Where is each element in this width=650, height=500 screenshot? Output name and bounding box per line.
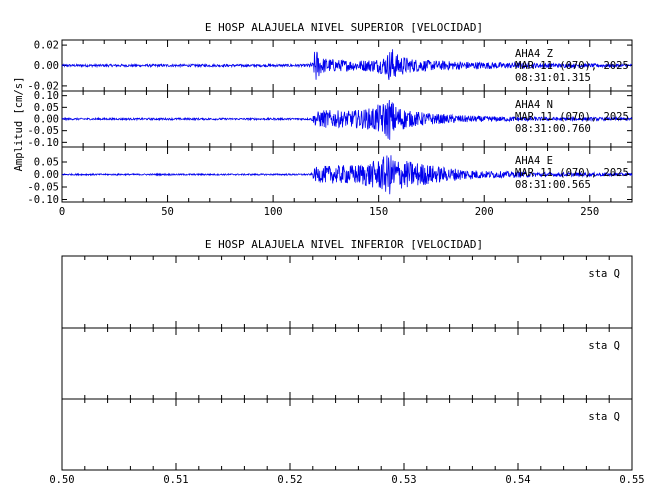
x-tick-label: 0.51 bbox=[163, 474, 188, 486]
top-chart-title: E HOSP ALAJUELA NIVEL SUPERIOR [VELOCIDA… bbox=[205, 21, 483, 34]
station-annotation: sta Q bbox=[588, 411, 620, 423]
y-tick-label: 0.00 bbox=[34, 169, 59, 181]
panel-3: sta Q bbox=[61, 398, 633, 471]
panel-1: sta Q bbox=[61, 255, 633, 329]
waveform-trace bbox=[61, 155, 633, 195]
panel-frame bbox=[61, 398, 633, 471]
panel-2: sta Q bbox=[61, 327, 633, 400]
x-ticks bbox=[61, 40, 633, 202]
x-tick-label: 50 bbox=[161, 206, 174, 218]
y-tick-label: 0.00 bbox=[34, 114, 59, 126]
y-tick-label: -0.02 bbox=[27, 80, 59, 92]
bottom-chart: sta Q sta Q sta Q 0.50 0.51 0.52 0.53 0.54 0.55 bbox=[49, 255, 645, 486]
station-annotation: MAR 11 (070), 2025 bbox=[515, 167, 629, 179]
y-tick-label: -0.10 bbox=[27, 194, 59, 206]
waveform-trace bbox=[61, 49, 633, 81]
y-tick-label: -0.05 bbox=[27, 182, 59, 194]
y-tick-label: -0.05 bbox=[27, 125, 59, 137]
x-tick-label: 0.53 bbox=[391, 474, 416, 486]
x-tick-label: 150 bbox=[369, 206, 388, 218]
y-tick-label: 0.10 bbox=[34, 90, 59, 102]
station-annotation: AHA4 N bbox=[515, 99, 553, 111]
x-tick-label: 0.54 bbox=[505, 474, 530, 486]
x-tick-label: 200 bbox=[475, 206, 494, 218]
y-tick-label: 0.00 bbox=[34, 60, 59, 72]
station-annotation: sta Q bbox=[588, 268, 620, 280]
y-tick-label: 0.05 bbox=[34, 157, 59, 169]
waveform-trace bbox=[61, 99, 633, 140]
x-tick-label: 0.55 bbox=[619, 474, 644, 486]
y-tick-label: -0.10 bbox=[27, 137, 59, 149]
y-tick-label: 0.05 bbox=[34, 102, 59, 114]
top-chart-ylabel: Amplitud [cm/s] bbox=[13, 77, 25, 172]
station-annotation: AHA4 Z bbox=[515, 48, 553, 60]
y-tick-label: 0.02 bbox=[34, 40, 59, 52]
bottom-chart-title: E HOSP ALAJUELA NIVEL INFERIOR [VELOCIDA… bbox=[205, 238, 483, 251]
x-tick-label: 0.50 bbox=[49, 474, 74, 486]
station-annotation: 08:31:00.565 bbox=[515, 179, 591, 191]
x-tick-label: 0 bbox=[59, 206, 65, 218]
x-tick-label: 0.52 bbox=[277, 474, 302, 486]
station-annotation: MAR 11 (070), 2025 bbox=[515, 60, 629, 72]
station-annotation: sta Q bbox=[588, 340, 620, 352]
station-annotation: 08:31:01.315 bbox=[515, 72, 591, 84]
x-tick-label: 250 bbox=[580, 206, 599, 218]
station-annotation: 08:31:00.760 bbox=[515, 123, 591, 135]
x-ticks bbox=[61, 256, 633, 470]
station-annotation: AHA4 E bbox=[515, 155, 553, 167]
panel-frame bbox=[61, 255, 633, 329]
station-annotation: MAR 11 (070), 2025 bbox=[515, 111, 629, 123]
x-tick-label: 100 bbox=[264, 206, 283, 218]
panel-frame bbox=[61, 327, 633, 400]
